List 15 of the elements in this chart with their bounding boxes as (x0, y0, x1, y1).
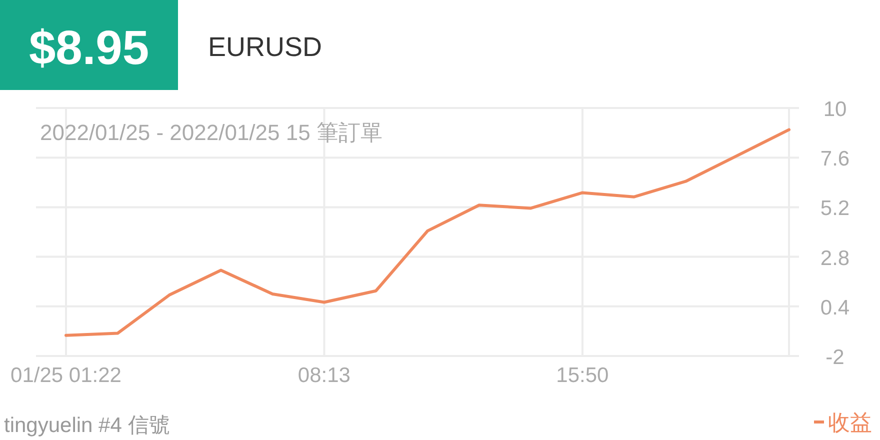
x-tick-label: 01/25 01:22 (10, 364, 122, 387)
x-tick-label: 08:13 (298, 364, 350, 387)
y-tick-label: 5.2 (820, 197, 850, 220)
y-tick-label: 2.8 (820, 246, 850, 270)
text: tingyuelin #4 信號 (4, 414, 170, 437)
y-tick-label: 10 (823, 98, 847, 121)
badge: $8.95 (0, 0, 178, 90)
y-tick-label: -2 (826, 346, 844, 369)
x-tick-label: 15:50 (556, 364, 609, 387)
y-tick-label: 7.6 (820, 148, 850, 171)
y-tick-label: 0.4 (820, 296, 850, 320)
legend-label: 收益 (828, 410, 872, 435)
chart-title: EURUSD (208, 32, 322, 62)
legend: 收益 (814, 410, 872, 435)
text: 2022/01/25 - 2022/01/25 15 筆訂單 (40, 120, 382, 145)
